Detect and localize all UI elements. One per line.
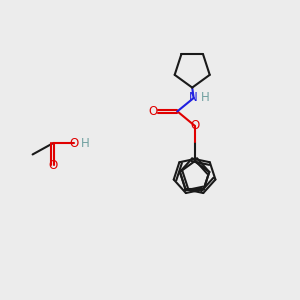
Text: H: H (201, 92, 209, 104)
Text: N: N (189, 92, 198, 104)
Text: H: H (81, 137, 90, 150)
Text: O: O (148, 105, 157, 118)
Text: O: O (48, 159, 57, 172)
Text: O: O (70, 137, 79, 150)
Text: O: O (190, 119, 199, 132)
